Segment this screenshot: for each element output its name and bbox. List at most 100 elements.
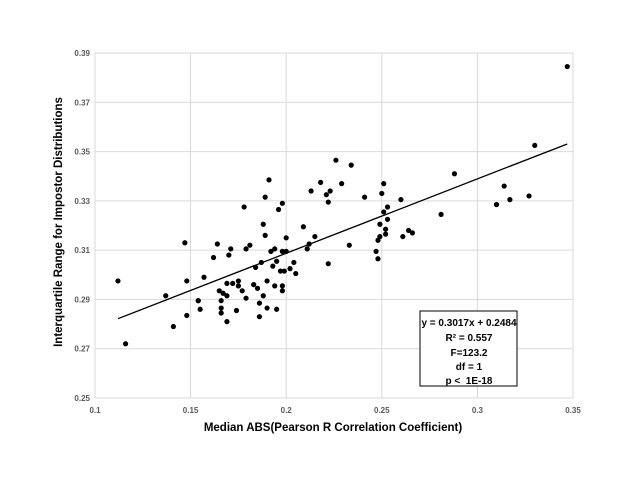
data-point	[182, 240, 188, 246]
data-point	[235, 278, 241, 284]
data-point	[532, 142, 538, 149]
x-tick-label: 0.1	[89, 406, 101, 415]
y-tick-label: 0.29	[74, 295, 90, 304]
data-point	[247, 242, 253, 248]
data-point	[409, 230, 415, 236]
data-point	[210, 254, 217, 261]
data-point	[251, 282, 257, 288]
data-point	[122, 341, 129, 347]
data-point	[493, 201, 500, 208]
data-point	[268, 248, 274, 254]
data-point	[228, 246, 234, 252]
stats-equation: y = 0.3017x + 0.2484	[421, 318, 517, 329]
data-point	[264, 278, 270, 284]
data-point	[170, 323, 176, 330]
data-point	[197, 306, 203, 312]
data-point	[306, 241, 312, 247]
data-point	[293, 270, 299, 277]
data-point	[501, 183, 507, 189]
linear-trendline	[117, 143, 568, 320]
x-tick-label: 0.35	[565, 406, 581, 415]
data-point	[325, 261, 331, 267]
data-point	[279, 288, 285, 294]
y-tick-label: 0.31	[74, 246, 90, 255]
data-point	[279, 248, 285, 254]
data-point	[218, 305, 224, 311]
x-tick-label: 0.2	[281, 406, 293, 415]
regression-stats-box: y = 0.3017x + 0.2484 R² = 0.557 F=123.2 …	[419, 310, 518, 387]
data-point	[243, 295, 249, 301]
x-axis-title: Median ABS(Pearson R Correlation Coeffic…	[204, 422, 463, 434]
data-point	[266, 177, 272, 183]
data-point	[277, 268, 284, 274]
data-point	[291, 259, 297, 266]
x-tick-label: 0.25	[374, 406, 390, 415]
data-point	[218, 310, 224, 316]
data-point	[377, 221, 383, 227]
data-point	[304, 246, 310, 252]
data-point	[256, 300, 263, 306]
x-tick-label: 0.15	[183, 406, 199, 415]
data-point	[438, 211, 444, 218]
data-point	[224, 280, 230, 287]
data-point	[564, 63, 570, 70]
y-tick-label: 0.25	[74, 394, 90, 403]
data-point	[256, 314, 263, 320]
data-point	[230, 280, 236, 287]
data-point	[339, 181, 345, 187]
data-point	[327, 188, 333, 194]
data-point	[260, 293, 266, 299]
data-point	[323, 192, 329, 198]
data-point	[384, 204, 391, 210]
stats-r-squared: R² = 0.557	[446, 333, 493, 344]
data-point	[201, 274, 207, 280]
data-point	[226, 252, 232, 258]
data-points	[115, 63, 570, 347]
data-point	[275, 206, 282, 213]
data-point	[184, 312, 190, 319]
y-tick-label: 0.39	[74, 49, 90, 58]
data-point	[254, 285, 261, 291]
y-tick-label: 0.33	[74, 197, 90, 206]
data-point	[405, 227, 412, 234]
data-point	[383, 226, 389, 232]
data-point	[279, 200, 285, 206]
y-tick-label: 0.35	[74, 148, 90, 157]
trendline-layer	[117, 143, 568, 320]
stats-f-value: F=123.2	[451, 348, 488, 359]
data-point	[195, 298, 201, 304]
data-point	[224, 319, 230, 325]
data-point	[383, 231, 389, 237]
data-point	[224, 293, 230, 299]
x-tick-label: 0.3	[472, 406, 484, 415]
stats-df: df = 1	[456, 362, 483, 373]
data-point	[274, 258, 280, 264]
data-point	[526, 193, 532, 199]
stats-box-border	[419, 310, 518, 387]
data-point	[312, 233, 318, 240]
data-point	[260, 221, 266, 227]
data-point	[361, 194, 368, 200]
data-point	[272, 283, 278, 289]
data-point	[184, 278, 190, 284]
data-point	[262, 194, 268, 200]
data-point	[377, 233, 383, 240]
data-point	[214, 241, 220, 247]
y-tick-label: 0.37	[74, 98, 90, 107]
data-point	[279, 283, 285, 289]
data-point	[258, 259, 264, 266]
data-point	[239, 288, 245, 294]
data-point	[318, 179, 324, 185]
data-point	[274, 306, 280, 312]
data-point	[233, 307, 240, 314]
data-point	[272, 246, 278, 252]
data-point	[300, 224, 307, 230]
data-point	[398, 197, 404, 203]
data-point	[325, 199, 331, 205]
data-point	[218, 298, 224, 304]
data-point	[235, 283, 241, 289]
data-point	[346, 242, 352, 248]
data-point	[220, 290, 226, 296]
